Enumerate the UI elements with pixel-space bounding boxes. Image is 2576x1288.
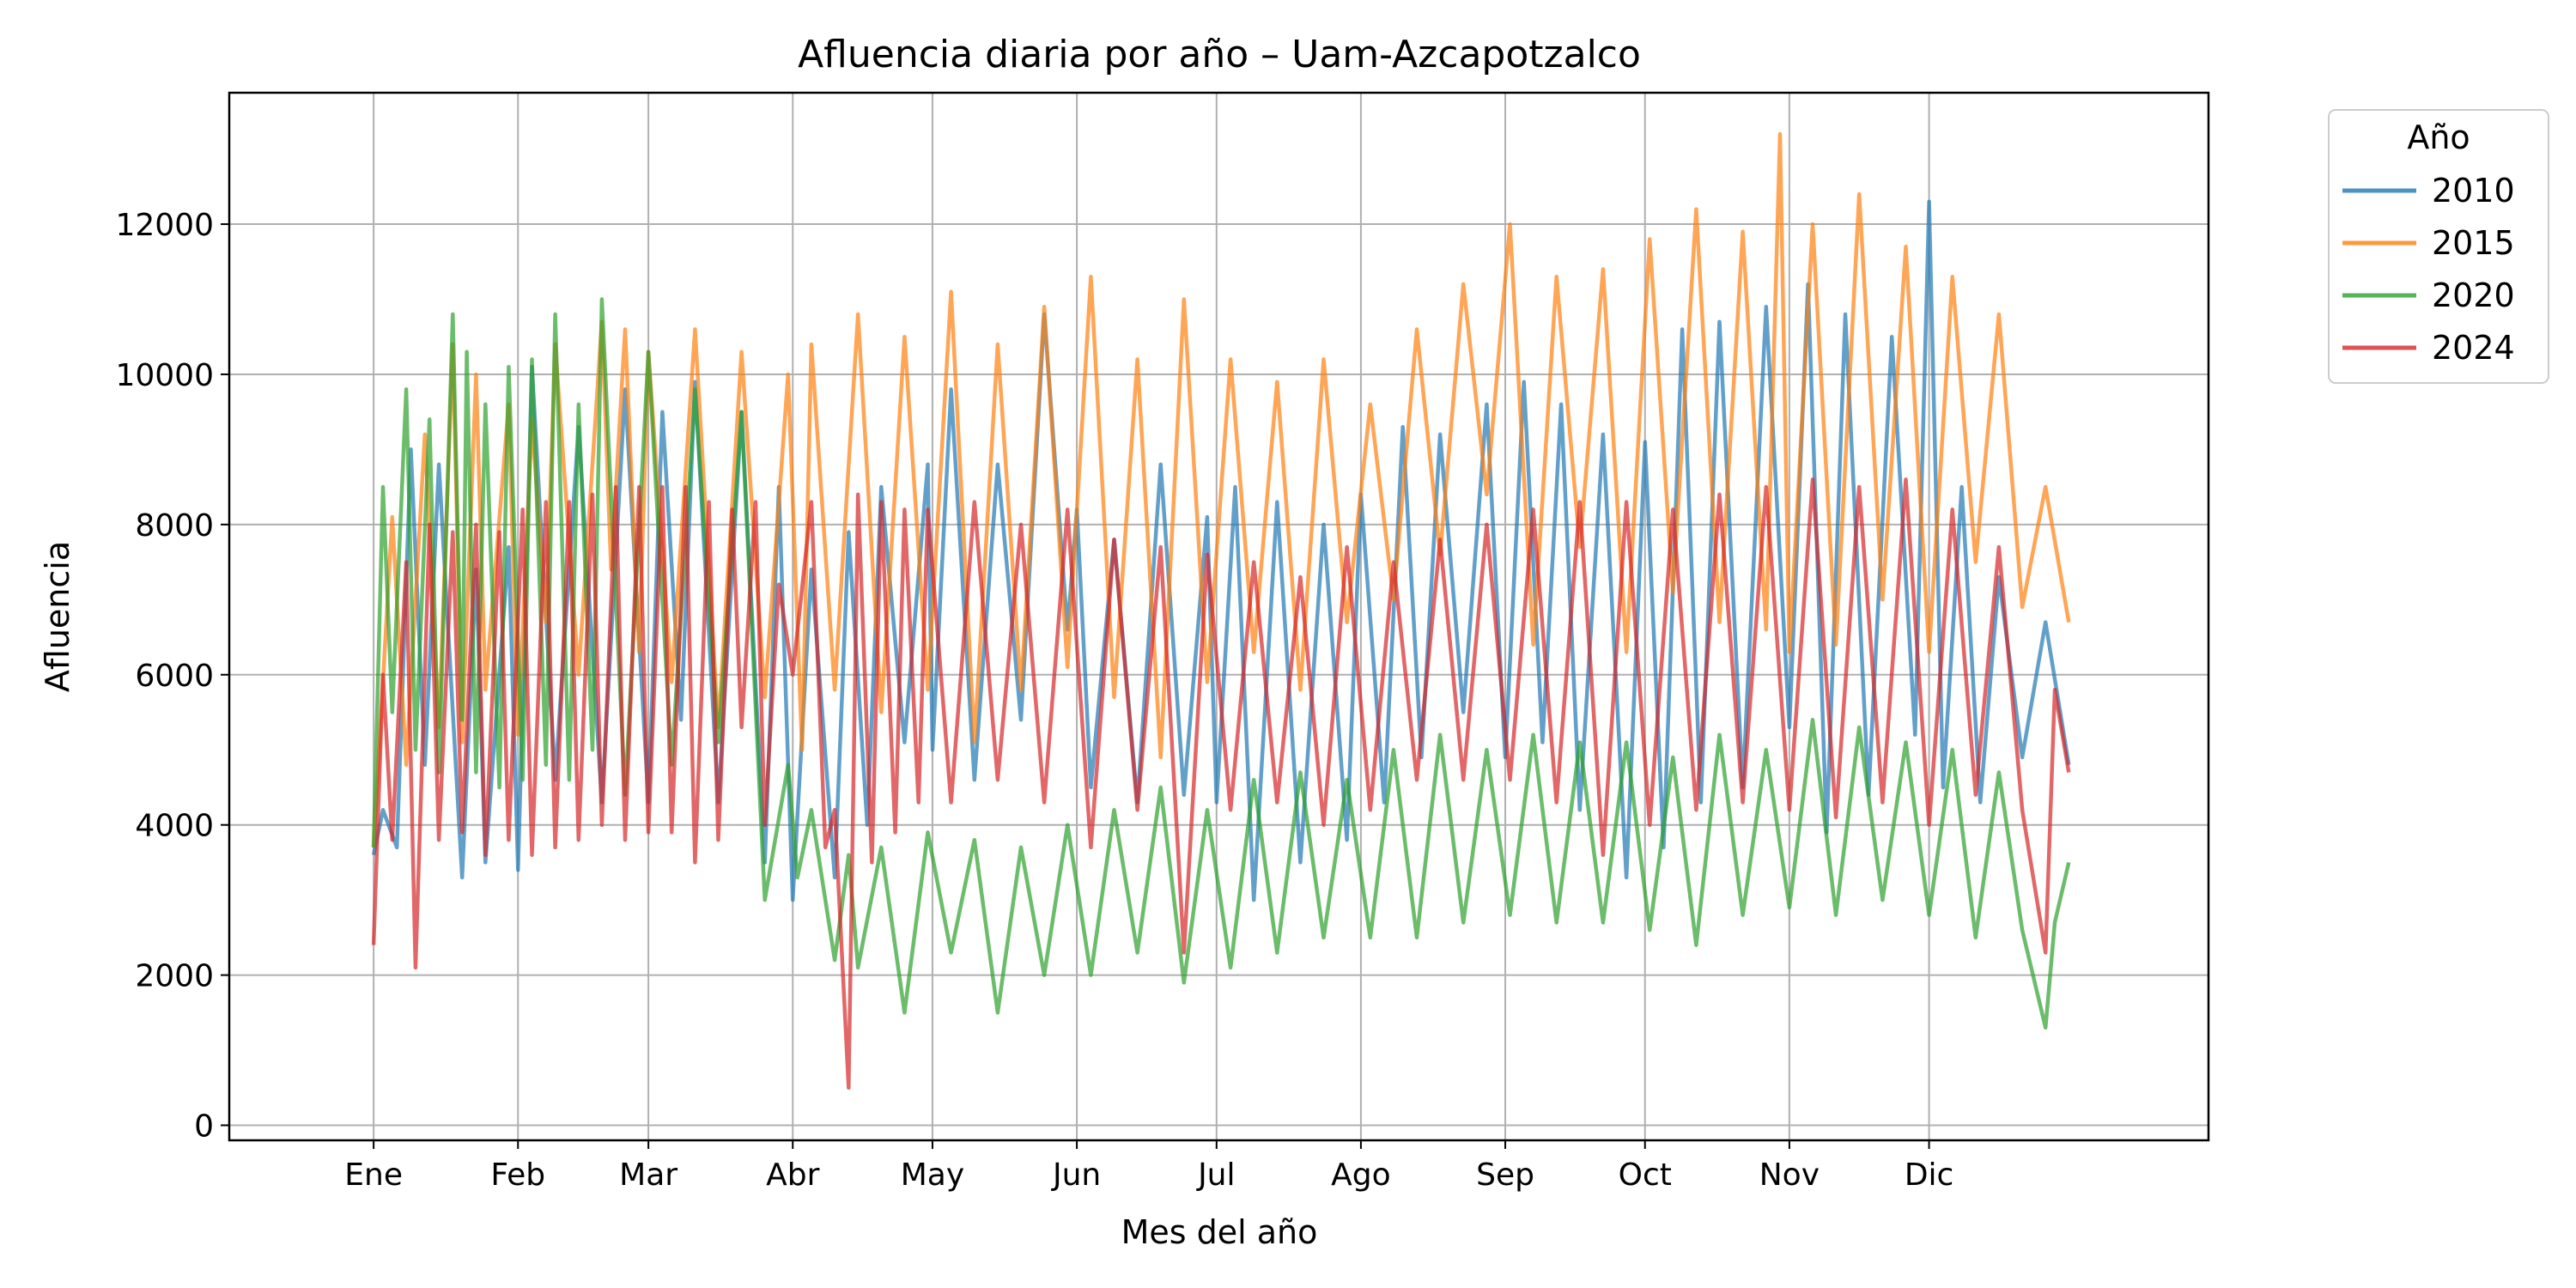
plot-frame (228, 91, 2210, 1142)
y-tick-label: 0 (194, 1109, 214, 1145)
x-tick-label: May (901, 1157, 964, 1193)
legend-title: Año (2407, 118, 2470, 156)
y-tick-label: 8000 (135, 508, 214, 544)
y-tick-label: 4000 (135, 809, 214, 844)
axis-ticks: Ene Feb Mar Abr May Jun Jul Ago Sep Oct Nov Dic 0 200… (115, 208, 1953, 1193)
legend-label-2020: 2020 (2432, 276, 2515, 314)
series-line-2020 (371, 297, 2071, 1030)
legend: Año 2010 2015 2020 2024 (2328, 109, 2549, 384)
y-tick-label: 2000 (135, 959, 214, 994)
x-tick-label: Jul (1196, 1157, 1235, 1193)
x-tick-label: Abr (766, 1157, 819, 1193)
legend-label-2015: 2015 (2432, 224, 2515, 262)
x-tick-label: Sep (1476, 1157, 1534, 1193)
chart-title: Afluencia diaria por año – Uam-Azcapotza… (798, 33, 1641, 76)
x-tick-label: Ago (1331, 1157, 1391, 1193)
y-tick-label: 10000 (115, 358, 214, 393)
legend-label-2010: 2010 (2432, 172, 2515, 210)
series-lines (371, 131, 2071, 1091)
x-axis-label: Mes del año (1121, 1213, 1318, 1251)
series-line-2024 (371, 477, 2071, 1091)
x-tick-label: Mar (619, 1157, 677, 1193)
x-tick-label: Dic (1905, 1157, 1954, 1193)
y-axis-label: Afluencia (39, 541, 76, 692)
x-tick-label: Feb (490, 1157, 545, 1193)
x-tick-label: Oct (1619, 1157, 1672, 1193)
x-tick-label: Nov (1759, 1157, 1820, 1193)
legend-box (2328, 109, 2549, 384)
legend-label-2024: 2024 (2432, 329, 2515, 367)
x-tick-label: Jun (1051, 1157, 1101, 1193)
y-tick-label: 6000 (135, 659, 214, 694)
y-tick-label: 12000 (115, 208, 214, 243)
x-tick-label: Ene (344, 1157, 403, 1193)
